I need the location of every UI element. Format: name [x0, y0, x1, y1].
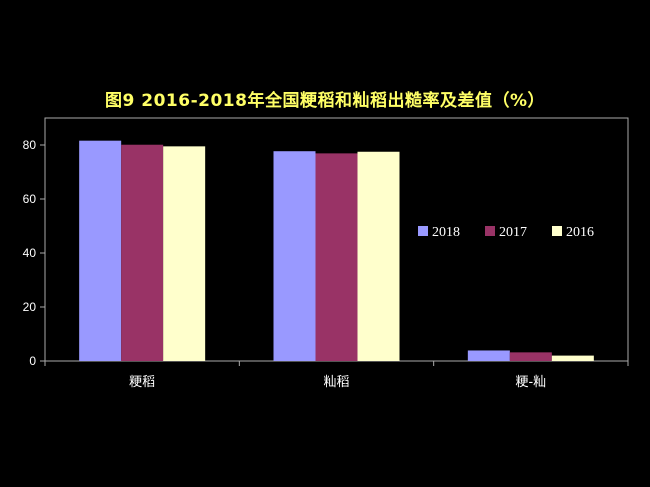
bar-2016-0 [163, 146, 206, 361]
chart-legend: 2018 2017 2016 [418, 225, 594, 240]
bar-2017-0 [121, 144, 164, 361]
bar-2016-2 [551, 355, 594, 361]
bar-2016-1 [357, 151, 400, 361]
legend-label-2018: 2018 [432, 225, 460, 240]
y-tick-label: 80 [23, 138, 37, 152]
chart-bars [79, 140, 594, 361]
y-tick-label: 60 [23, 192, 37, 206]
chart-title: 图9 2016-2018年全国粳稻和籼稻出糙率及差值（%） [105, 91, 545, 111]
chart-labels: 0 20 40 60 80 粳稻 籼稻 粳-籼 [23, 138, 547, 390]
legend-label-2016: 2016 [566, 225, 594, 240]
y-tick-label: 40 [23, 246, 37, 260]
legend-swatch-2018 [418, 226, 428, 236]
y-tick-label: 20 [23, 300, 37, 314]
legend-swatch-2017 [485, 226, 495, 236]
x-category-label: 粳稻 [129, 375, 155, 390]
x-category-label: 籼稻 [323, 375, 349, 390]
bar-2017-2 [509, 352, 552, 361]
y-tick-label: 0 [29, 354, 36, 368]
bar-2018-2 [467, 350, 510, 361]
bar-2018-1 [273, 151, 316, 361]
bar-2017-1 [315, 153, 358, 361]
legend-label-2017: 2017 [499, 225, 527, 240]
bar-2018-0 [79, 140, 122, 361]
legend-swatch-2016 [552, 226, 562, 236]
x-category-label: 粳-籼 [515, 375, 546, 390]
